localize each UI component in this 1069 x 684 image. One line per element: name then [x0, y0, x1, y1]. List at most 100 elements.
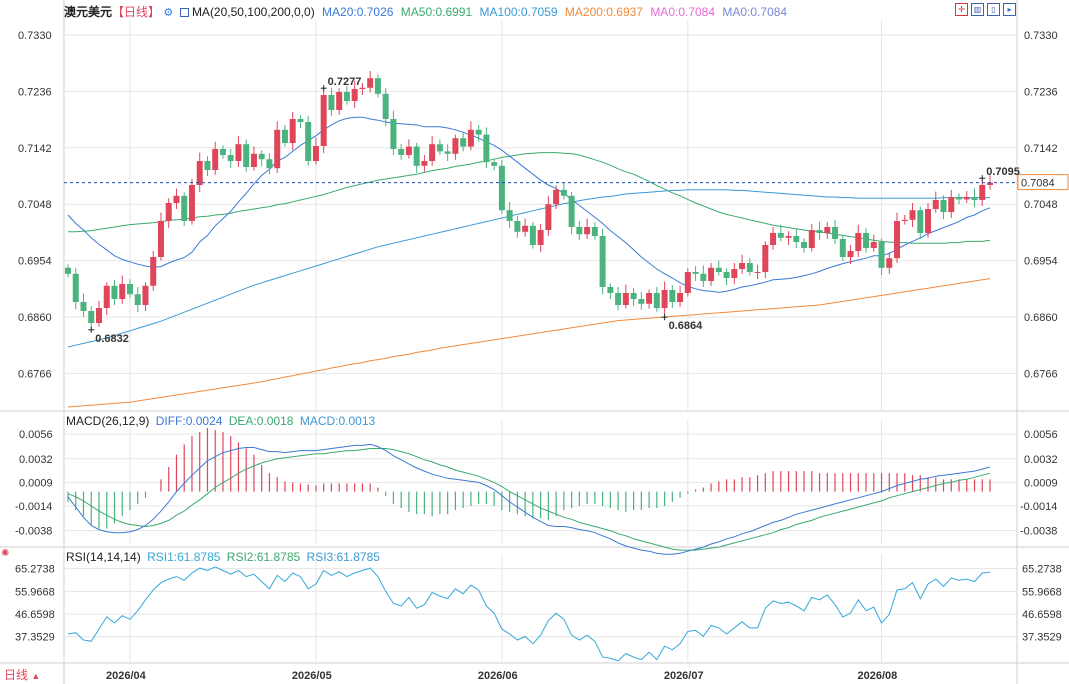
candle-body — [204, 161, 211, 170]
candle-body — [157, 221, 164, 257]
macd-macd-value: MACD:0.0013 — [299, 414, 376, 428]
ma-label: MA(20,50,100,200,0,0) — [191, 5, 315, 19]
candle-body — [917, 210, 924, 233]
candle-body — [320, 95, 327, 146]
candlestick-icon[interactable]: ▯ — [987, 3, 1000, 16]
candle-body — [398, 149, 405, 155]
time-axis-label: 2026/04 — [106, 670, 147, 682]
candle-body — [235, 144, 242, 161]
price-tick-label-left: 0.6954 — [18, 256, 52, 268]
candle-body — [987, 182, 993, 185]
candle-body — [142, 285, 149, 305]
candle-body — [715, 267, 722, 272]
macd-header: MACD(26,12,9) DIFF:0.0024 DEA:0.0018 MAC… — [66, 414, 375, 428]
instrument-name: 澳元美元 — [64, 5, 113, 19]
ma20-value: MA20:0.7026 — [322, 5, 394, 19]
candle-body — [622, 293, 629, 305]
macd-tick-label-left: -0.0038 — [15, 526, 52, 538]
candle-body — [746, 263, 753, 272]
candle-body — [88, 311, 95, 323]
candle-body — [599, 236, 606, 287]
ma20-line — [67, 116, 991, 293]
candle-body — [684, 272, 691, 293]
candle-body — [808, 230, 815, 248]
ma-checkbox-icon[interactable] — [179, 8, 189, 17]
candle-body — [793, 236, 800, 242]
candle-body — [491, 162, 498, 166]
candle-body — [553, 189, 560, 205]
rsi-label: RSI(14,14,14) — [66, 550, 141, 564]
rsi-tick-label-right: 55.9668 — [1022, 586, 1062, 598]
main-header: 澳元美元【日线】 ⚙ MA(20,50,100,200,0,0) MA20:0.… — [64, 3, 787, 20]
period-switch-button[interactable]: 日线 ▲ — [4, 666, 40, 683]
candle-body — [940, 200, 947, 212]
price-tick-label-left: 0.7236 — [18, 86, 52, 98]
candle-body — [646, 293, 653, 304]
candle-body — [126, 284, 133, 295]
rsi-tick-label-right: 37.3529 — [1022, 632, 1062, 644]
macd-tick-label-left: -0.0014 — [15, 501, 52, 513]
price-tick-label-right: 0.7142 — [1024, 143, 1058, 155]
candle-body — [429, 144, 436, 161]
candle-body — [351, 89, 358, 101]
candle-body — [305, 122, 312, 161]
rsi-tick-label-right: 65.2738 — [1022, 564, 1062, 576]
candle-body — [568, 195, 575, 227]
time-axis-label: 2026/08 — [858, 670, 898, 682]
candle-body — [281, 129, 288, 143]
candle-body — [963, 197, 970, 200]
macd-diff-line — [67, 443, 991, 555]
candle-body — [219, 149, 226, 155]
ma200-value: MA200:0.6937 — [564, 5, 643, 19]
candle-body — [801, 242, 808, 248]
candle-body — [134, 294, 141, 305]
candlestick-series — [65, 71, 993, 328]
macd-label: MACD(26,12,9) — [66, 414, 150, 428]
candle-body — [870, 242, 877, 248]
sun-icon: ✺ — [1, 548, 10, 559]
candle-body — [529, 225, 536, 245]
play-forward-icon[interactable]: ▸ — [1003, 3, 1016, 16]
rsi-tick-label-left: 55.9668 — [15, 586, 55, 598]
price-tick-label-right: 0.6766 — [1024, 368, 1058, 380]
settings-icon[interactable]: ⚙ — [163, 7, 174, 19]
ma0-value-a: MA0:0.7084 — [650, 5, 716, 19]
candle-body — [886, 258, 893, 268]
macd-dea-line — [67, 448, 991, 551]
price-tick-label-left: 0.7142 — [18, 143, 52, 155]
candle-body — [80, 302, 87, 311]
candle-body — [584, 227, 591, 235]
macd-tick-label-left: 0.0009 — [19, 477, 53, 489]
candle-body — [460, 138, 467, 147]
price-tick-label-right: 0.7048 — [1024, 199, 1058, 211]
bar-chart-icon[interactable]: ▥ — [971, 3, 984, 16]
current-price-tag — [1017, 174, 1069, 191]
candle-body — [560, 189, 567, 196]
rsi2-value: RSI2:61.8785 — [226, 550, 301, 564]
candle-body — [359, 87, 366, 89]
caret-up-icon: ▲ — [31, 671, 41, 681]
candle-body — [661, 290, 668, 308]
candle-body — [847, 251, 854, 257]
rsi-tick-label-left: 37.3529 — [15, 632, 55, 644]
macd-tick-label-left: 0.0032 — [19, 454, 53, 466]
macd-dea-value: DEA:0.0018 — [228, 414, 294, 428]
candle-body — [297, 119, 304, 122]
candle-body — [243, 144, 250, 167]
candle-body — [181, 195, 188, 221]
candle-body — [274, 129, 281, 169]
candle-body — [956, 197, 963, 200]
price-tick-label-right: 0.7330 — [1024, 30, 1058, 42]
ma50-value: MA50:0.6991 — [400, 5, 473, 19]
candle-body — [785, 236, 792, 238]
candle-body — [878, 242, 885, 268]
macd-diff-value: DIFF:0.0024 — [155, 414, 223, 428]
candle-body — [925, 209, 932, 233]
candle-body — [708, 267, 715, 281]
candle-body — [932, 200, 939, 209]
extreme-price-label: 0.6832 — [95, 333, 129, 345]
candle-body — [382, 93, 389, 119]
crosshair-icon[interactable]: ✛ — [955, 3, 968, 16]
candle-body — [475, 129, 482, 135]
